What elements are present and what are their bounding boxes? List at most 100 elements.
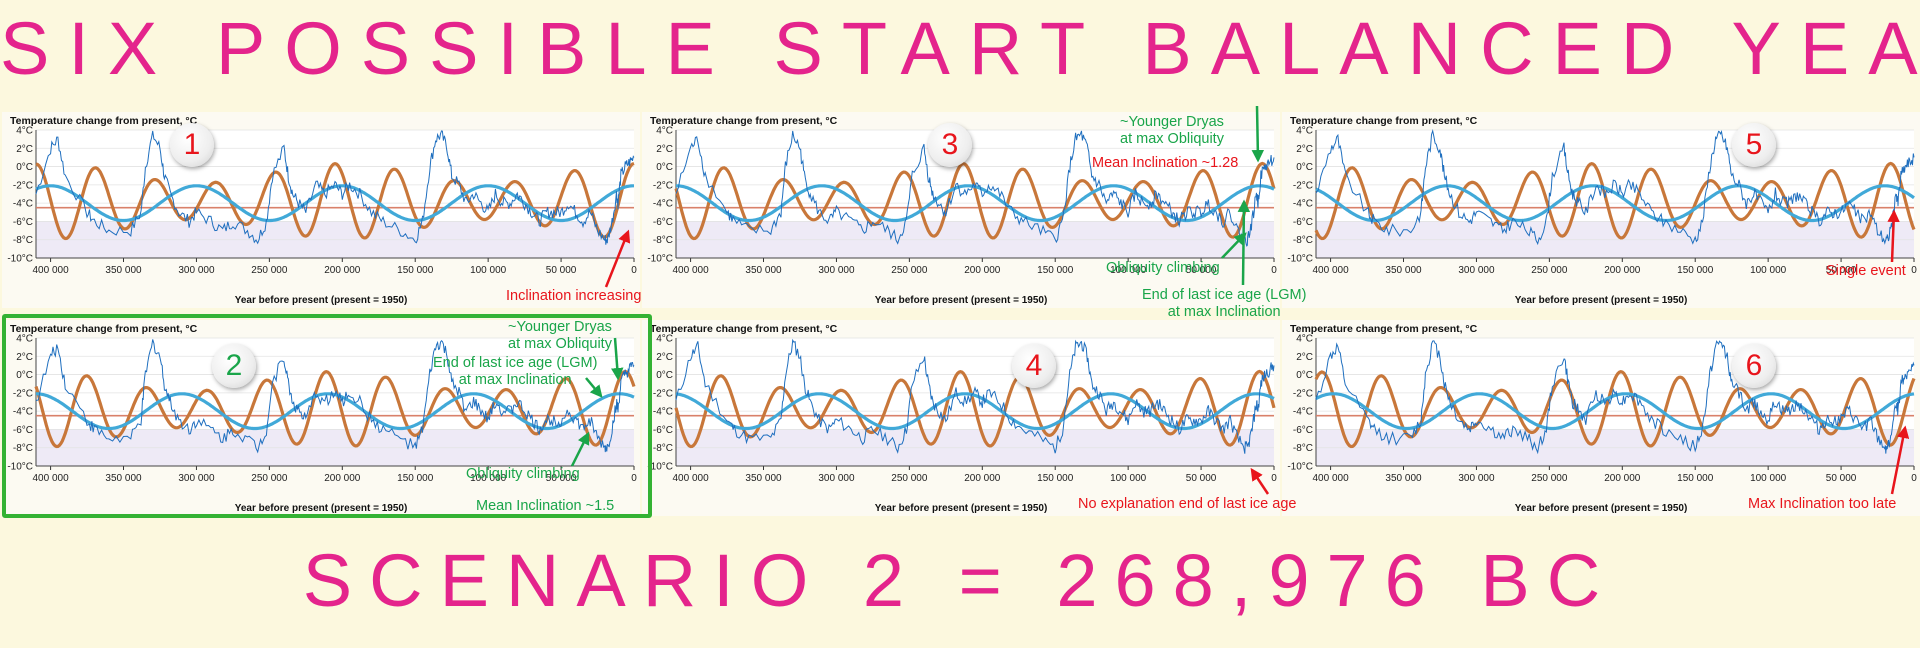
y-tick-label: 4°C — [656, 334, 673, 345]
x-tick-label: 0 — [1911, 265, 1917, 276]
annotation-lgm: End of last ice age (LGM) at max Inclina… — [1142, 287, 1307, 320]
x-tick-label: 400 000 — [673, 265, 710, 276]
y-tick-label: 0°C — [16, 162, 33, 173]
y-tick-label: -4°C — [1293, 407, 1313, 418]
obliquity-curve — [1315, 392, 1915, 431]
x-tick-label: 350 000 — [745, 473, 782, 484]
x-tick-label: 350 000 — [1385, 473, 1422, 484]
y-tick-label: -10°C — [1287, 254, 1313, 265]
arrow-no-explanation — [1250, 467, 1270, 495]
y-tick-label: -8°C — [1293, 235, 1313, 246]
x-tick-label: 0 — [631, 265, 637, 276]
y-tick-label: 0°C — [656, 162, 673, 173]
annotation-younger-dryas: ~Younger Dryas at max Obliquity — [1120, 114, 1224, 147]
y-tick-label: 2°C — [1296, 352, 1313, 363]
x-tick-label: 150 000 — [397, 473, 434, 484]
x-tick-label: 150 000 — [1677, 473, 1714, 484]
x-tick-label: 300 000 — [178, 265, 215, 276]
y-tick-label: -4°C — [13, 199, 33, 210]
x-tick-label: 100 000 — [1110, 473, 1147, 484]
x-axis-label: Year before present (present = 1950) — [1514, 503, 1688, 514]
y-tick-label: 2°C — [1296, 144, 1313, 155]
y-tick-label: -10°C — [1287, 462, 1313, 473]
scenario-result-heading: SCENARIO 2 = 268,976 BC — [302, 539, 1618, 622]
x-axis-label: Year before present (present = 1950) — [1514, 295, 1688, 306]
x-tick-label: 150 000 — [1037, 473, 1074, 484]
y-tick-label: -4°C — [1293, 199, 1313, 210]
x-tick-label: 300 000 — [178, 473, 215, 484]
arrow-lgm — [585, 377, 603, 398]
x-tick-label: 100 000 — [1750, 265, 1787, 276]
annotation-younger-dryas: ~Younger Dryas at max Obliquity — [508, 319, 612, 352]
y-tick-label: -10°C — [7, 254, 33, 265]
x-tick-label: 100 000 — [470, 473, 507, 484]
x-tick-label: 350 000 — [105, 473, 142, 484]
chart-panel-1: 4°C 2°C 0°C -2°C -4°C -6°C -8°C -10°C 400 000 350… — [2, 112, 640, 308]
y-tick-label: -8°C — [653, 443, 673, 454]
chart-panel-6: 4°C 2°C 0°C -2°C -4°C -6°C -8°C -10°C 400 000 350… — [1282, 320, 1920, 516]
y-tick-label: -8°C — [653, 235, 673, 246]
x-axis-label: Year before present (present = 1950) — [874, 503, 1048, 514]
scenario-badge: 6 — [1732, 344, 1776, 388]
x-tick-label: 0 — [631, 473, 637, 484]
y-tick-label: 2°C — [16, 144, 33, 155]
y-tick-label: 4°C — [1296, 334, 1313, 345]
y-tick-label: 2°C — [16, 352, 33, 363]
x-tick-label: 100 000 — [1110, 265, 1147, 276]
annotation-no-explanation: No explanation end of last ice age — [1078, 496, 1297, 512]
page-title: SIX POSSIBLE START BALANCED YEAR — [0, 7, 1920, 90]
annotation-obliquity-climbing: Obliquity climbing — [466, 466, 580, 482]
obliquity-curve — [1315, 184, 1915, 223]
y-tick-label: -4°C — [653, 199, 673, 210]
x-tick-label: 50 000 — [546, 473, 577, 484]
arrow-single-event — [1887, 209, 1900, 263]
chart-title: Temperature change from present, °C — [1290, 115, 1478, 127]
y-tick-label: 4°C — [1296, 126, 1313, 137]
x-tick-label: 350 000 — [745, 265, 782, 276]
chart-title: Temperature change from present, °C — [10, 115, 198, 127]
x-tick-label: 300 000 — [1458, 473, 1495, 484]
x-tick-label: 200 000 — [1604, 473, 1641, 484]
chart-panel-2: 4°C 2°C 0°C -2°C -4°C -6°C -8°C -10°C 400 000 350… — [2, 320, 640, 516]
temperature-series — [675, 130, 1275, 247]
x-tick-label: 400 000 — [1313, 265, 1350, 276]
annotation-inclination-increasing: Inclination increasing — [506, 288, 642, 304]
y-tick-label: -2°C — [13, 388, 33, 399]
arrow-lgm — [1237, 199, 1251, 286]
x-tick-label: 250 000 — [251, 473, 288, 484]
x-tick-label: 150 000 — [397, 265, 434, 276]
y-tick-label: -10°C — [7, 462, 33, 473]
x-tick-label: 0 — [1271, 265, 1277, 276]
y-tick-label: 0°C — [16, 370, 33, 381]
temperature-series — [1315, 128, 1915, 246]
y-tick-label: -10°C — [647, 254, 673, 265]
annotation-lgm: End of last ice age (LGM) at max Inclina… — [433, 355, 598, 388]
selected-scenario-highlight — [2, 314, 652, 518]
x-tick-label: 200 000 — [964, 473, 1001, 484]
y-tick-label: -2°C — [13, 180, 33, 191]
x-tick-label: 400 000 — [1313, 473, 1350, 484]
obliquity-curve — [675, 392, 1275, 431]
y-tick-label: -6°C — [1293, 425, 1313, 436]
x-tick-label: 250 000 — [1531, 265, 1568, 276]
arrow-younger-dryas — [1251, 105, 1265, 163]
chart-title: Temperature change from present, °C — [10, 323, 198, 335]
x-tick-label: 400 000 — [33, 265, 70, 276]
y-tick-label: 2°C — [656, 144, 673, 155]
annotation-mean-inclination: Mean Inclination ~1.5 — [476, 498, 615, 514]
arrow-younger-dryas — [611, 337, 624, 381]
scenario-badge: 2 — [212, 344, 256, 388]
y-tick-label: -10°C — [647, 462, 673, 473]
arrow-obliquity-climbing — [570, 431, 590, 467]
x-tick-label: 200 000 — [1604, 265, 1641, 276]
x-tick-label: 50 000 — [1186, 265, 1217, 276]
x-tick-label: 100 000 — [470, 265, 507, 276]
annotation-obliquity-climbing: Obliquity climbing — [1106, 260, 1220, 276]
x-tick-label: 50 000 — [1186, 473, 1217, 484]
y-tick-label: 0°C — [1296, 370, 1313, 381]
x-tick-label: 350 000 — [105, 265, 142, 276]
temperature-series — [35, 130, 635, 245]
